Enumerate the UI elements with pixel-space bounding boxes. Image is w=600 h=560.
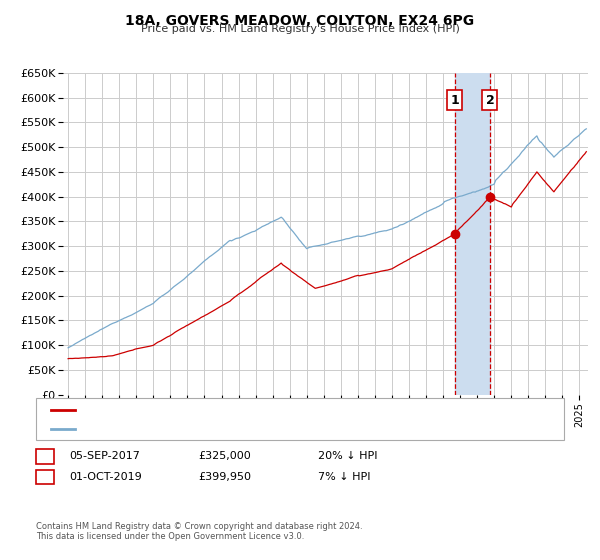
Text: Price paid vs. HM Land Registry's House Price Index (HPI): Price paid vs. HM Land Registry's House … [140, 24, 460, 34]
Text: 2: 2 [41, 472, 49, 482]
Text: £399,950: £399,950 [198, 472, 251, 482]
Bar [455, 73, 490, 395]
Text: £325,000: £325,000 [198, 451, 251, 461]
Text: 01-OCT-2019: 01-OCT-2019 [69, 472, 142, 482]
Text: 7% ↓ HPI: 7% ↓ HPI [318, 472, 371, 482]
Text: HPI: Average price, detached house, East Devon: HPI: Average price, detached house, East… [78, 424, 330, 434]
Text: 18A, GOVERS MEADOW, COLYTON, EX24 6PG: 18A, GOVERS MEADOW, COLYTON, EX24 6PG [125, 14, 475, 28]
Text: 1: 1 [450, 94, 459, 106]
Text: Contains HM Land Registry data © Crown copyright and database right 2024.: Contains HM Land Registry data © Crown c… [36, 522, 362, 531]
Text: 2: 2 [485, 94, 494, 106]
Text: 05-SEP-2017: 05-SEP-2017 [69, 451, 140, 461]
Text: 18A, GOVERS MEADOW, COLYTON, EX24 6PG (detached house): 18A, GOVERS MEADOW, COLYTON, EX24 6PG (d… [78, 405, 409, 415]
Text: 20% ↓ HPI: 20% ↓ HPI [318, 451, 377, 461]
Text: This data is licensed under the Open Government Licence v3.0.: This data is licensed under the Open Gov… [36, 532, 304, 541]
Text: 1: 1 [41, 451, 49, 461]
